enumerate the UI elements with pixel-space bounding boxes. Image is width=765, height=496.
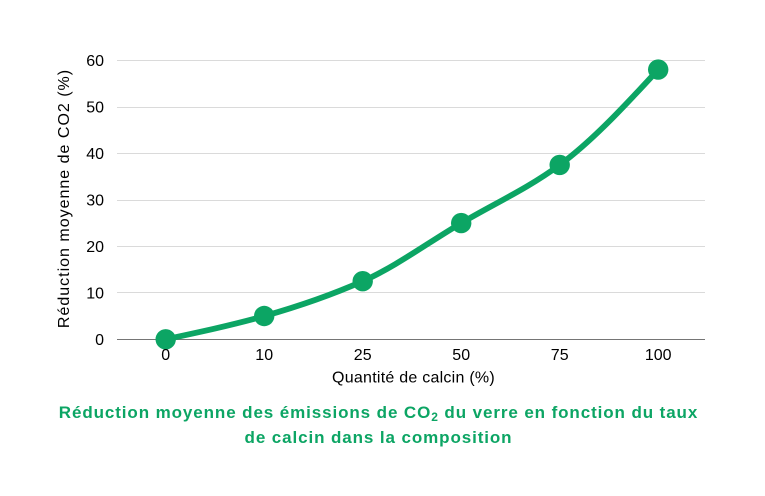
svg-text:30: 30	[86, 193, 104, 210]
svg-text:Réduction moyenne de CO2 (%): Réduction moyenne de CO2 (%)	[56, 69, 73, 328]
svg-text:60: 60	[86, 53, 104, 70]
svg-text:50: 50	[452, 347, 470, 364]
svg-text:10: 10	[255, 347, 273, 364]
svg-text:10: 10	[86, 286, 104, 303]
svg-text:0: 0	[161, 347, 170, 364]
svg-text:Quantité de calcin (%): Quantité de calcin (%)	[332, 370, 495, 387]
svg-text:100: 100	[645, 347, 672, 364]
svg-text:0: 0	[95, 332, 104, 349]
svg-text:20: 20	[86, 239, 104, 256]
svg-text:50: 50	[86, 100, 104, 117]
svg-text:75: 75	[551, 347, 569, 364]
svg-text:25: 25	[354, 347, 372, 364]
svg-text:40: 40	[86, 146, 104, 163]
